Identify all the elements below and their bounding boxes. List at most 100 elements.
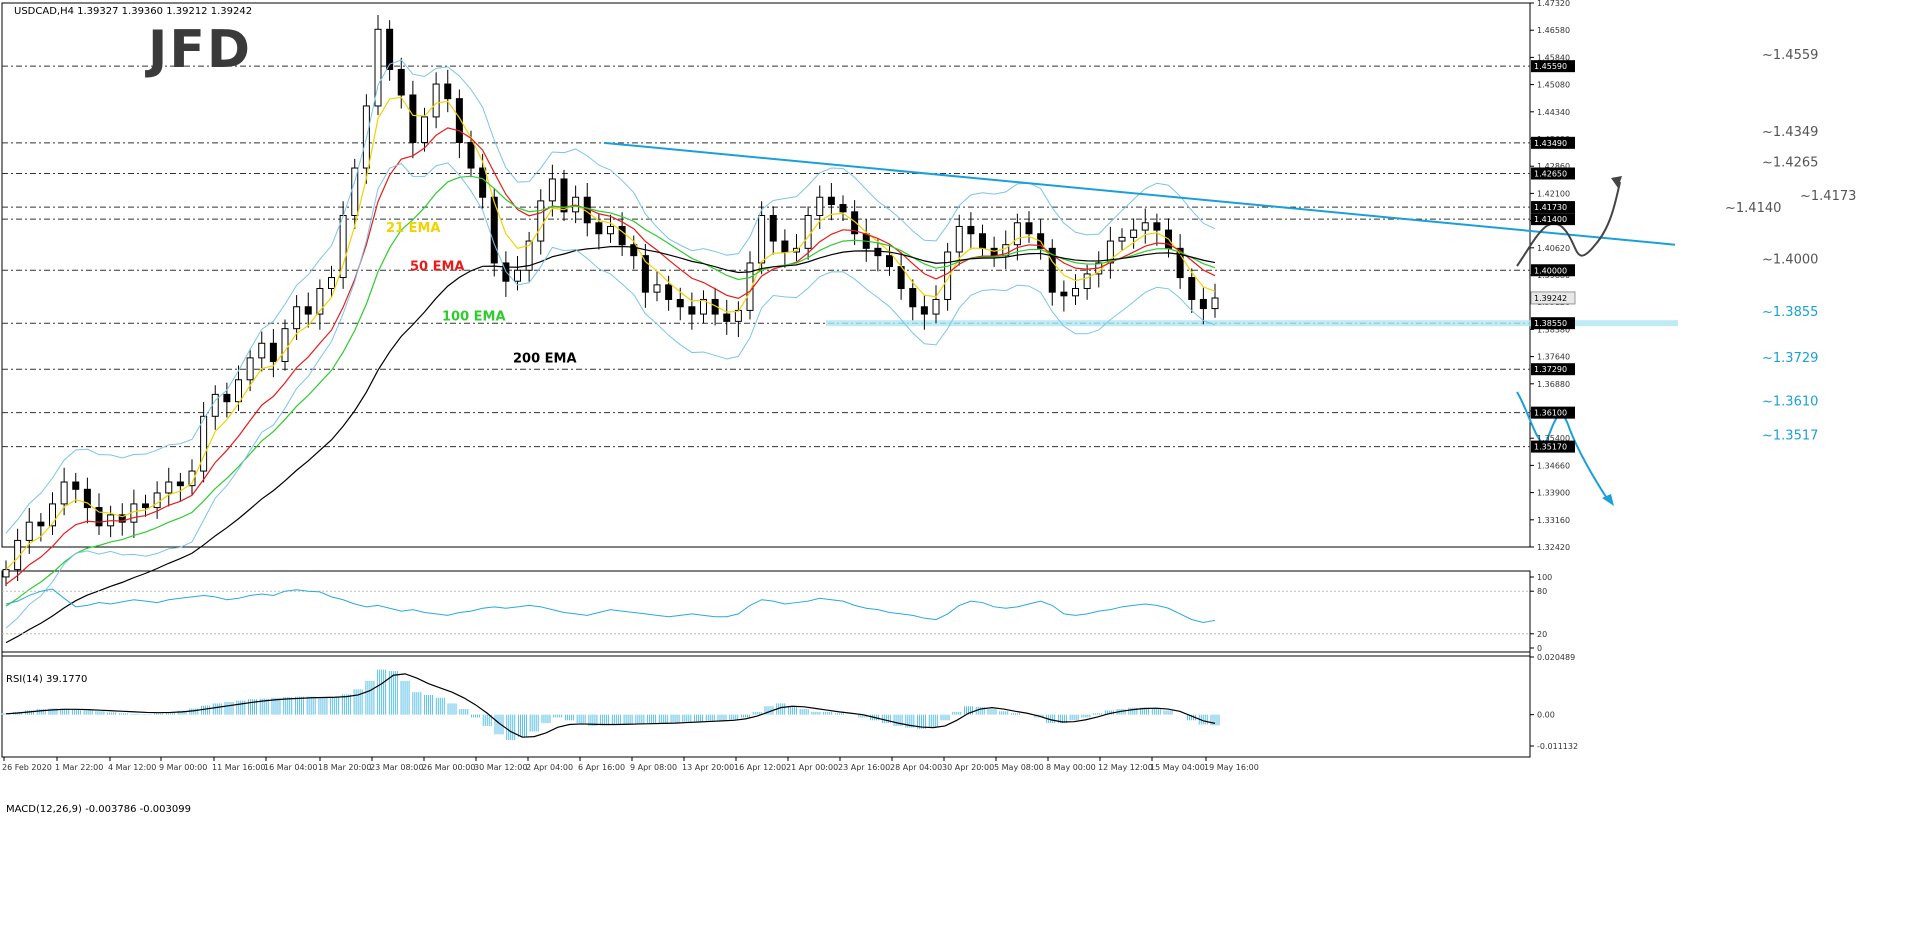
support-zone	[826, 320, 1678, 327]
y-tick-label: 1.46580	[1537, 26, 1570, 35]
level-label: ~1.4000	[1762, 252, 1818, 267]
y-tick-label: 1.32420	[1537, 543, 1570, 552]
x-tick-label: 4 Mar 12:00	[108, 763, 156, 772]
level-label: ~1.3610	[1762, 395, 1818, 410]
candle-body	[920, 306, 928, 315]
ema200-line	[5, 245, 1216, 644]
candle-body	[1188, 277, 1196, 300]
candle-body	[700, 298, 707, 315]
x-tick-label: 2 Apr 04:00	[526, 763, 573, 772]
macd-panel-frame	[1, 651, 1531, 758]
candle-body	[1141, 222, 1149, 231]
candle-body	[537, 200, 545, 242]
rsi-tick-label: 20	[1537, 630, 1547, 639]
candle-body	[1118, 236, 1126, 242]
level-price-tag	[1531, 264, 1575, 277]
rsi-tick-label: 80	[1537, 587, 1547, 596]
candle-body	[944, 251, 952, 300]
candle-body	[979, 233, 986, 249]
candle-body	[83, 488, 91, 509]
level-label: ~1.4173	[1800, 189, 1856, 204]
ema-label: 200 EMA	[513, 352, 577, 367]
candle-body	[804, 214, 812, 249]
rsi-header: RSI(14) 39.1770	[6, 674, 88, 685]
level-price-tag	[1531, 317, 1575, 330]
jfd-logo: JFD	[148, 20, 253, 80]
y-tick-label: 1.45840	[1537, 53, 1570, 62]
candle-body	[1072, 288, 1079, 297]
candle-body	[1153, 222, 1161, 231]
rsi-panel-frame	[1, 570, 1531, 657]
level-price-tag	[1531, 201, 1575, 214]
candle-body	[525, 240, 533, 271]
level-label: ~1.3729	[1762, 351, 1818, 366]
x-tick-label: 9 Mar 00:00	[159, 763, 207, 772]
candle-body	[816, 196, 824, 216]
level-tag-text: 1.41400	[1534, 215, 1567, 224]
macd-header: MACD(12,26,9) -0.003786 -0.003099	[6, 804, 191, 815]
candle-body	[769, 214, 777, 242]
level-tag-text: 1.42650	[1534, 170, 1567, 179]
candle-body	[932, 298, 940, 315]
candle-body	[1176, 247, 1184, 279]
ema-label: 21 EMA	[386, 221, 441, 236]
main-panel-frame	[1, 2, 1531, 548]
candle-body	[328, 277, 335, 290]
x-tick-label: 8 May 00:00	[1046, 763, 1096, 772]
candle-body	[281, 328, 289, 363]
y-tick-label: 1.33160	[1537, 516, 1570, 525]
candle-body	[990, 247, 998, 257]
ema50-line	[5, 127, 1216, 585]
rsi-tick-label: 0	[1537, 644, 1542, 653]
x-tick-label: 9 Apr 08:00	[630, 763, 677, 772]
level-tag-text: 1.38550	[1534, 319, 1567, 328]
level-tag-text: 1.36100	[1534, 409, 1567, 418]
x-tick-label: 11 Mar 16:00	[212, 763, 265, 772]
y-tick-label: 1.35400	[1537, 434, 1570, 443]
candle-body	[851, 211, 859, 235]
level-tag-text: 1.41730	[1534, 203, 1567, 212]
x-tick-label: 23 Apr 16:00	[838, 763, 890, 772]
candle-body	[49, 503, 56, 527]
candle-body	[1083, 273, 1091, 290]
y-tick-label: 1.40620	[1537, 244, 1570, 253]
x-tick-label: 18 Mar 20:00	[318, 763, 371, 772]
candle-body	[758, 214, 766, 264]
x-tick-label: 19 May 16:00	[1204, 763, 1259, 772]
candle-body	[142, 503, 149, 509]
candle-body	[2, 569, 10, 578]
candle-body	[235, 379, 242, 403]
y-tick-label: 1.34660	[1537, 461, 1570, 470]
candle-body	[165, 481, 173, 494]
candle-body	[665, 284, 673, 300]
macd-signal-line	[5, 673, 1216, 738]
candle-body	[339, 214, 347, 279]
candle-body	[188, 470, 196, 487]
level-tag-text: 1.43490	[1534, 139, 1567, 148]
candle-body	[874, 247, 882, 257]
candle-body	[548, 178, 556, 202]
level-price-tag	[1531, 60, 1575, 73]
x-tick-label: 28 Apr 04:00	[890, 763, 942, 772]
candle-body	[37, 521, 45, 527]
candle-body	[60, 481, 68, 505]
candle-body	[595, 222, 603, 235]
candle-body	[909, 288, 917, 308]
bollinger-lower	[5, 162, 1216, 629]
bullish-arrowhead	[1611, 176, 1622, 188]
x-tick-label: 23 Mar 08:00	[370, 763, 423, 772]
candle-body	[397, 68, 405, 96]
candle-body	[95, 507, 103, 527]
x-tick-label: 26 Feb 2020	[2, 763, 52, 772]
level-label: ~1.3855	[1762, 305, 1818, 320]
ema21-line	[5, 96, 1216, 571]
y-tick-label: 1.47320	[1537, 0, 1570, 8]
bollinger-upper	[5, 59, 1216, 534]
x-tick-label: 21 Apr 00:00	[786, 763, 838, 772]
level-label: ~1.4559	[1762, 48, 1818, 63]
x-tick-label: 5 May 08:00	[994, 763, 1044, 772]
candle-body	[386, 28, 394, 70]
macd-tick-label: -0.011132	[1537, 742, 1578, 751]
level-price-tag	[1531, 440, 1575, 453]
